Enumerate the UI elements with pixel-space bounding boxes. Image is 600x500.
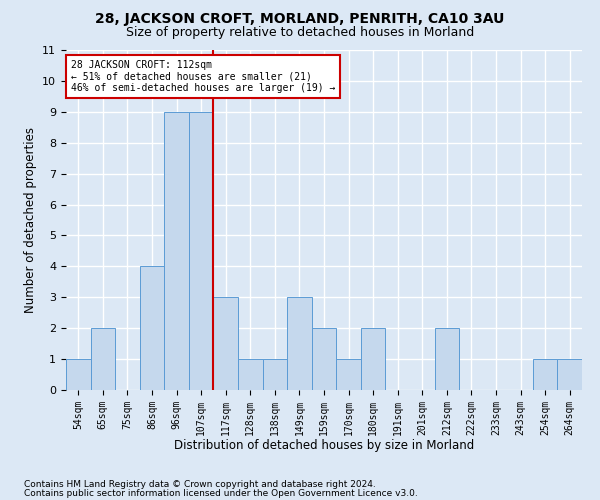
Text: Contains public sector information licensed under the Open Government Licence v3: Contains public sector information licen… [24,488,418,498]
Y-axis label: Number of detached properties: Number of detached properties [24,127,37,313]
Bar [214,298,238,390]
Bar [263,359,287,390]
Bar [533,359,557,390]
Bar [140,266,164,390]
Text: 28 JACKSON CROFT: 112sqm
← 51% of detached houses are smaller (21)
46% of semi-d: 28 JACKSON CROFT: 112sqm ← 51% of detach… [71,60,335,94]
Bar [312,328,336,390]
Text: Contains HM Land Registry data © Crown copyright and database right 2024.: Contains HM Land Registry data © Crown c… [24,480,376,489]
Bar [287,298,312,390]
Bar [189,112,214,390]
Bar [434,328,459,390]
Bar [91,328,115,390]
Bar [238,359,263,390]
Bar [336,359,361,390]
Bar [164,112,189,390]
Text: 28, JACKSON CROFT, MORLAND, PENRITH, CA10 3AU: 28, JACKSON CROFT, MORLAND, PENRITH, CA1… [95,12,505,26]
X-axis label: Distribution of detached houses by size in Morland: Distribution of detached houses by size … [174,439,474,452]
Bar [557,359,582,390]
Text: Size of property relative to detached houses in Morland: Size of property relative to detached ho… [126,26,474,39]
Bar [361,328,385,390]
Bar [66,359,91,390]
